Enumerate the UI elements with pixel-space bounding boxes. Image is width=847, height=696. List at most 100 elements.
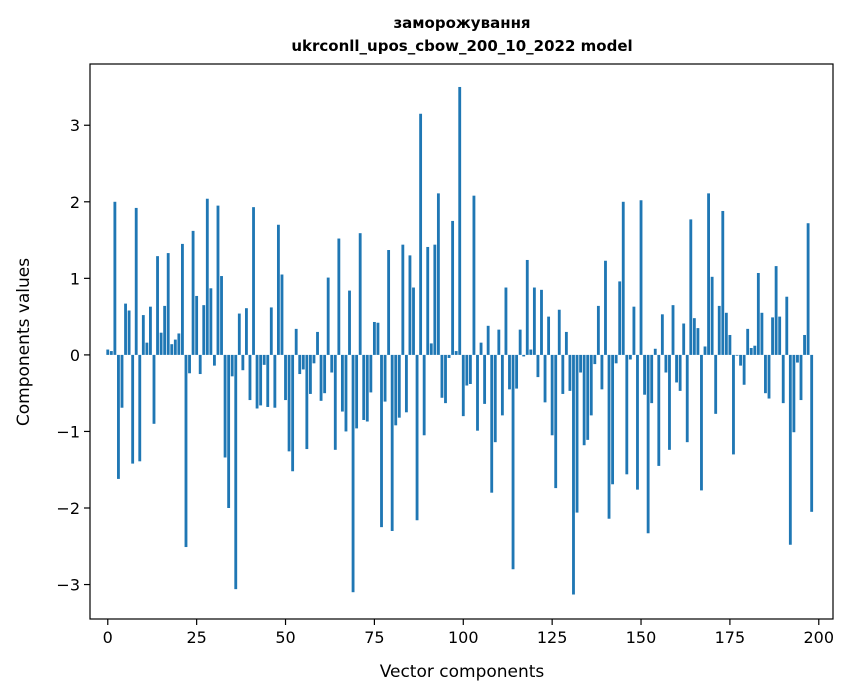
bar xyxy=(369,354,373,393)
y-tick-label: 0 xyxy=(70,346,80,365)
bar xyxy=(166,253,170,355)
x-tick-label: 175 xyxy=(715,628,746,647)
x-axis-label: Vector components xyxy=(380,662,545,682)
bar xyxy=(568,354,572,391)
bar xyxy=(554,354,558,489)
bar xyxy=(394,354,398,426)
bar xyxy=(163,305,167,355)
bar xyxy=(241,354,245,371)
bar xyxy=(237,313,241,355)
bar xyxy=(170,344,174,355)
bar xyxy=(319,354,323,401)
bar xyxy=(639,200,643,355)
bar xyxy=(529,349,533,355)
bar xyxy=(340,354,344,412)
bar xyxy=(532,287,536,355)
bar xyxy=(575,354,579,513)
bar xyxy=(188,354,191,374)
bar xyxy=(333,354,337,450)
bar xyxy=(440,354,444,398)
bar xyxy=(497,329,501,355)
bar xyxy=(582,354,586,446)
y-axis-label: Components values xyxy=(14,258,34,426)
bar xyxy=(483,354,487,404)
bar xyxy=(810,354,814,512)
bar xyxy=(753,345,757,355)
bar xyxy=(262,354,266,365)
bar xyxy=(227,354,231,508)
bar xyxy=(504,287,508,355)
bar xyxy=(156,256,159,355)
chart-subtitle: ukrconll_upos_cbow_200_10_2022 model xyxy=(291,37,632,55)
bar xyxy=(159,332,163,355)
bar xyxy=(696,328,700,355)
bar xyxy=(461,354,465,417)
bar xyxy=(792,354,796,433)
y-tick-label: 2 xyxy=(70,193,80,212)
bar xyxy=(689,219,693,355)
x-tick-label: 125 xyxy=(537,628,568,647)
bar xyxy=(717,305,721,355)
bar xyxy=(596,305,600,355)
bar xyxy=(732,354,735,455)
bar xyxy=(380,354,383,528)
bar xyxy=(564,331,568,355)
bar xyxy=(536,354,540,378)
bar xyxy=(547,316,551,355)
bar xyxy=(692,318,696,355)
bar xyxy=(298,354,302,375)
bar xyxy=(447,354,451,358)
bar xyxy=(269,307,273,355)
bar xyxy=(444,354,447,404)
bar xyxy=(173,339,177,355)
bar xyxy=(657,354,661,466)
bar xyxy=(415,354,419,521)
bar xyxy=(572,354,575,595)
bar xyxy=(721,210,725,355)
bar xyxy=(621,201,625,355)
bar xyxy=(728,334,732,355)
bar xyxy=(756,272,760,355)
bar xyxy=(700,354,703,491)
bar xyxy=(685,354,689,443)
bar xyxy=(618,281,622,355)
bar xyxy=(109,351,113,355)
bar xyxy=(593,354,597,365)
bar xyxy=(522,354,526,357)
bar xyxy=(525,259,529,355)
bar xyxy=(213,354,216,366)
bar xyxy=(259,354,263,406)
y-tick-label: 3 xyxy=(70,116,80,135)
bar xyxy=(490,354,494,493)
bar xyxy=(401,244,405,355)
bar xyxy=(149,306,152,355)
bar xyxy=(422,354,426,436)
bar xyxy=(557,309,561,355)
bar xyxy=(543,354,547,403)
bar xyxy=(198,354,202,375)
x-tick-label: 100 xyxy=(448,628,479,647)
bar xyxy=(376,322,380,355)
bar xyxy=(234,354,238,590)
bar xyxy=(248,354,252,401)
bar xyxy=(291,354,295,472)
bar xyxy=(195,295,199,355)
bar xyxy=(479,342,483,355)
bar xyxy=(266,354,270,407)
bar xyxy=(301,354,305,370)
bar xyxy=(806,223,810,355)
bar xyxy=(127,310,131,355)
bar xyxy=(252,207,255,355)
bar xyxy=(607,354,611,519)
bar xyxy=(742,354,746,385)
plot-frame xyxy=(89,63,834,620)
bar xyxy=(614,354,618,364)
bar xyxy=(454,351,458,355)
bar xyxy=(611,354,615,485)
bar xyxy=(682,323,686,355)
bar xyxy=(113,201,117,355)
bar xyxy=(540,289,543,355)
bar xyxy=(344,354,348,432)
bar xyxy=(668,354,671,450)
bar xyxy=(365,354,369,422)
